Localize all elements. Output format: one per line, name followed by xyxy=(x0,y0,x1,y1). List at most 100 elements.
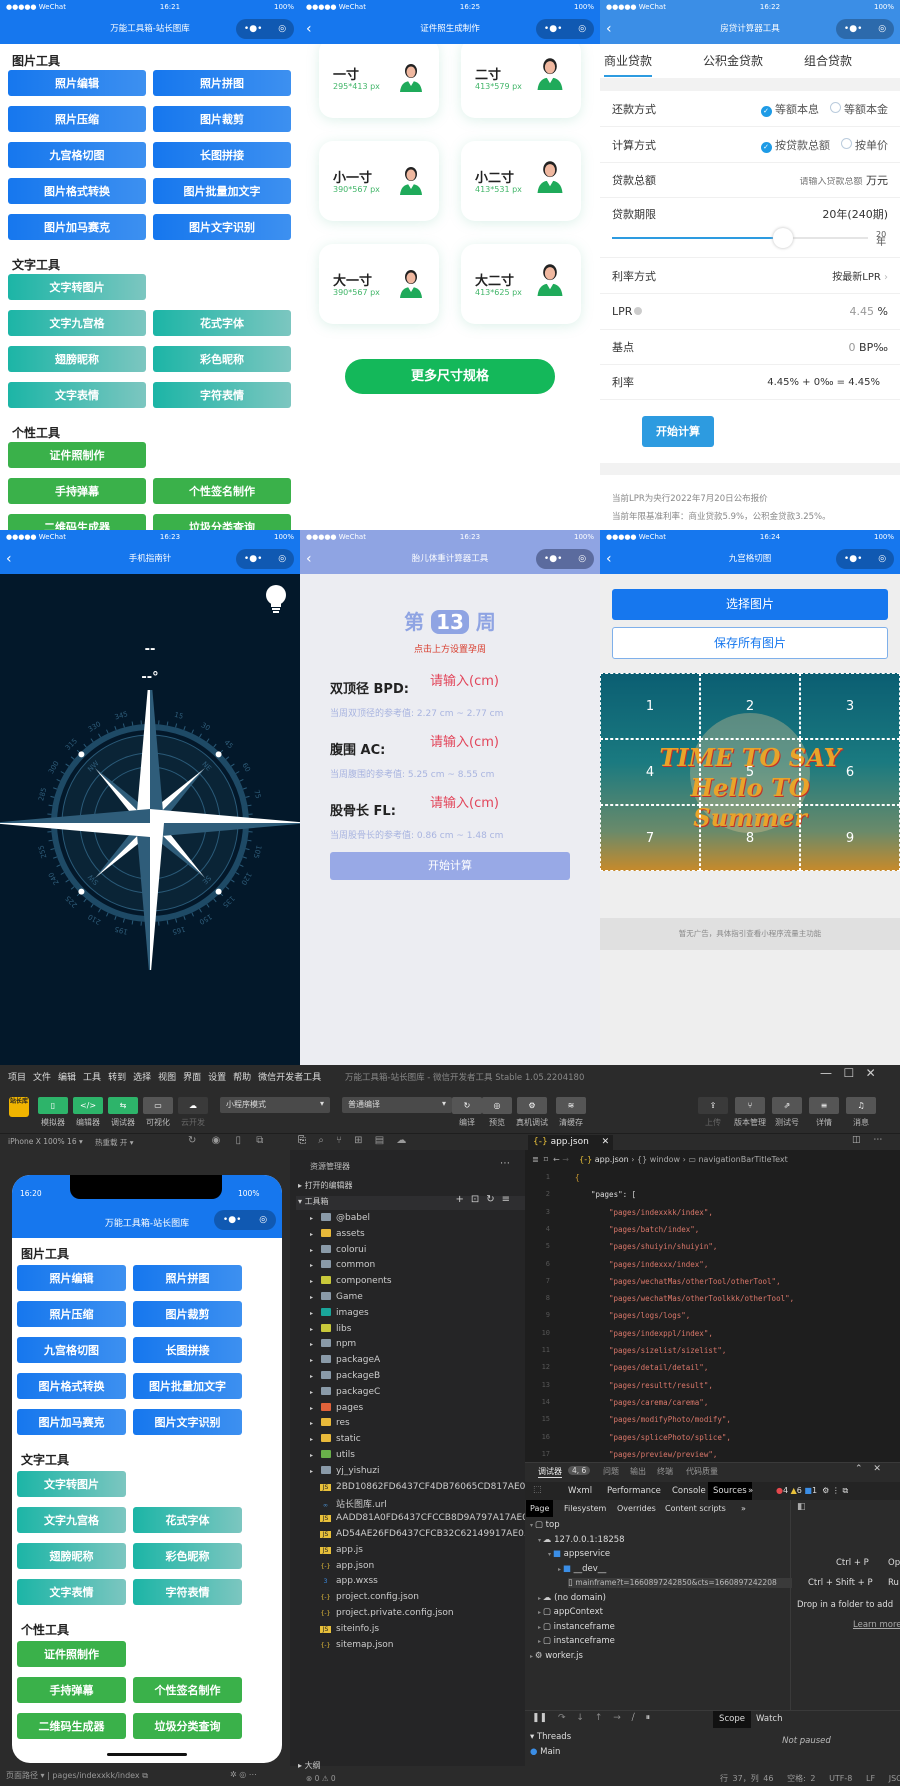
source-tree-item[interactable]: ▯ mainframe?t=1660897242850&cts=16608972… xyxy=(568,1578,792,1588)
language-mode[interactable]: JSON xyxy=(888,1774,900,1783)
tool-button[interactable]: 图片格式转换 xyxy=(17,1373,126,1399)
source-tree-item[interactable]: ▾ ☁ 127.0.0.1:18258 xyxy=(538,1535,625,1545)
grid-cell[interactable]: 9 xyxy=(800,805,900,871)
tool-button[interactable]: 彩色昵称 xyxy=(153,346,291,372)
page-path-label[interactable]: 页面路径 ▾ xyxy=(6,1771,45,1780)
code-icon[interactable]: </> xyxy=(73,1097,103,1114)
split-editor-icon[interactable]: ◫ xyxy=(852,1135,861,1145)
outline-section[interactable]: ▸ 大纲 xyxy=(298,1761,321,1770)
version-icon[interactable]: ⑂ xyxy=(735,1097,765,1114)
code-line[interactable]: "pages/indexppl/index", xyxy=(609,1328,713,1338)
help-icon[interactable] xyxy=(634,307,643,315)
menu-item[interactable]: 编辑 xyxy=(58,1073,77,1083)
back-icon[interactable]: ‹ xyxy=(6,551,12,567)
folder-item[interactable]: ▸ @babel xyxy=(310,1213,370,1223)
debug-tab[interactable]: 调试器 xyxy=(538,1467,562,1478)
loan-tab[interactable]: 组合贷款 xyxy=(804,54,853,68)
code-line[interactable]: "pages/shuiyin/shuiyin", xyxy=(609,1242,718,1252)
file-item[interactable]: JS app.js xyxy=(320,1545,363,1555)
tool-button[interactable]: 彩色昵称 xyxy=(133,1543,242,1569)
tool-button[interactable]: 图片裁剪 xyxy=(133,1301,242,1327)
file-item[interactable]: ∞ 站长图库.url xyxy=(320,1497,387,1510)
grid-cell[interactable]: 5 xyxy=(700,739,800,805)
copy-icon[interactable]: ⧉ xyxy=(142,1771,148,1780)
bug-icon[interactable]: ✲ xyxy=(230,1770,237,1779)
radio-checked-icon[interactable]: ✓ xyxy=(760,141,772,153)
measurement-input[interactable]: 请输入(cm) xyxy=(430,796,499,811)
refresh-icon[interactable]: ↻ xyxy=(486,1194,502,1205)
grid-cell[interactable]: 7 xyxy=(600,805,700,871)
tool-button[interactable]: 花式字体 xyxy=(133,1507,242,1533)
option-by-total[interactable]: 按贷款总额 xyxy=(775,138,830,152)
code-line[interactable]: "pages/logs/logs", xyxy=(609,1311,691,1321)
compile-select[interactable]: 普通编译 ▾ xyxy=(342,1097,452,1113)
breadcrumb-item[interactable]: navigationBarTitleText xyxy=(698,1155,788,1164)
size-card[interactable]: 二寸 413*579 px xyxy=(461,38,581,118)
tool-button[interactable]: 长图拼接 xyxy=(153,142,291,168)
code-line[interactable]: "pages/splicePhoto/splice", xyxy=(609,1432,731,1442)
cloud-icon[interactable]: ☁ xyxy=(396,1135,407,1146)
tool-button[interactable]: 手持弹幕 xyxy=(17,1677,126,1703)
storage-icon[interactable]: ▤ xyxy=(374,1135,385,1146)
grid-cell[interactable]: 6 xyxy=(800,739,900,805)
size-card[interactable]: 大一寸 390*567 px xyxy=(319,244,439,324)
explorer-more-icon[interactable]: ⋯ xyxy=(500,1158,510,1169)
radio-checked-icon[interactable]: ✓ xyxy=(760,105,772,117)
tool-button[interactable]: 图片批量加文字 xyxy=(133,1373,242,1399)
back-icon[interactable]: ← xyxy=(553,1155,560,1164)
start-calc-button[interactable]: 开始计算 xyxy=(642,416,714,447)
file-item[interactable]: JS AADD81A0FD6437CFCCB8D9A797A17AE0.js xyxy=(320,1513,538,1523)
problems-count[interactable]: ⊗ 0 ⚠ 0 xyxy=(306,1774,336,1783)
tool-button[interactable]: 九宫格切图 xyxy=(8,142,146,168)
step-into-icon[interactable]: ↓ xyxy=(576,1713,584,1723)
rotate-icon[interactable]: ▯ xyxy=(235,1135,242,1146)
code-line[interactable]: "pages": [ xyxy=(591,1190,637,1200)
tool-button[interactable]: 图片加马赛克 xyxy=(17,1409,126,1435)
scope-tab[interactable]: Scope xyxy=(713,1711,751,1728)
clear-cache-icon[interactable]: ≋ xyxy=(556,1097,586,1114)
compile-icon[interactable]: ↻ xyxy=(452,1097,482,1114)
tool-button[interactable]: 证件照制作 xyxy=(8,442,146,468)
tool-button[interactable]: 花式字体 xyxy=(153,310,291,336)
tool-button[interactable]: 照片拼图 xyxy=(133,1265,242,1291)
menu-item[interactable]: 选择 xyxy=(133,1073,152,1083)
tool-button[interactable]: 手持弹幕 xyxy=(8,478,146,504)
refresh-icon[interactable]: ↻ xyxy=(188,1135,197,1146)
code-line[interactable]: "pages/indexxkk/index", xyxy=(609,1207,713,1217)
grid-cell[interactable]: 4 xyxy=(600,739,700,805)
folder-item[interactable]: ▸ yj_yishuzi xyxy=(310,1465,380,1476)
sources-subtab[interactable]: Overrides xyxy=(617,1504,656,1513)
size-card[interactable]: 小二寸 413*531 px xyxy=(461,141,581,221)
hot-reload-toggle[interactable]: 热重载 开 ▾ xyxy=(95,1138,134,1147)
folder-item[interactable]: ▸ packageB xyxy=(310,1371,380,1381)
devtools-tab[interactable]: » xyxy=(748,1486,754,1496)
tool-button[interactable]: 文字转图片 xyxy=(8,274,146,300)
pause-exceptions-icon[interactable]: ⏸ xyxy=(645,1713,651,1723)
grid-cell[interactable]: 3 xyxy=(800,673,900,739)
tool-button[interactable]: 垃圾分类查询 xyxy=(153,514,291,530)
radio-unchecked-icon[interactable] xyxy=(829,101,841,113)
undock-icon[interactable]: ⧉ xyxy=(842,1486,849,1495)
debug-tab[interactable]: 代码质量 xyxy=(686,1467,718,1476)
learn-more-link[interactable]: Learn more xyxy=(853,1620,900,1630)
eol[interactable]: LF xyxy=(866,1774,876,1783)
search-icon[interactable]: ⌕ xyxy=(318,1135,324,1146)
window-icon[interactable]: ⧉ xyxy=(256,1135,264,1146)
menu-item[interactable]: 视图 xyxy=(158,1073,177,1083)
close-circle-icon[interactable]: ◎ xyxy=(278,24,287,34)
select-image-button[interactable]: 选择图片 xyxy=(612,589,888,620)
editor-tab[interactable]: {-} app.json ✕ xyxy=(528,1135,613,1150)
close-circle-icon[interactable]: ◎ xyxy=(578,554,587,564)
debug-tab[interactable]: 终端 xyxy=(657,1467,673,1476)
code-line[interactable]: "pages/wechatMas/otherTool/otherTool", xyxy=(609,1276,781,1286)
debug-tab[interactable]: 输出 xyxy=(630,1467,646,1476)
tool-button[interactable]: 翅膀昵称 xyxy=(8,346,146,372)
devtools-tab[interactable]: Console xyxy=(672,1486,706,1496)
debug-icon[interactable]: ⇆ xyxy=(108,1097,138,1114)
minimize-icon[interactable]: — xyxy=(820,1066,832,1080)
tool-button[interactable]: 长图拼接 xyxy=(133,1337,242,1363)
tool-button[interactable]: 图片裁剪 xyxy=(153,106,291,132)
rate-mode-row[interactable]: 利率方式 按最新LPR › xyxy=(600,258,900,294)
close-tab-icon[interactable]: ✕ xyxy=(601,1137,610,1147)
cursor-position[interactable]: 行 37，列 46 xyxy=(720,1774,774,1783)
